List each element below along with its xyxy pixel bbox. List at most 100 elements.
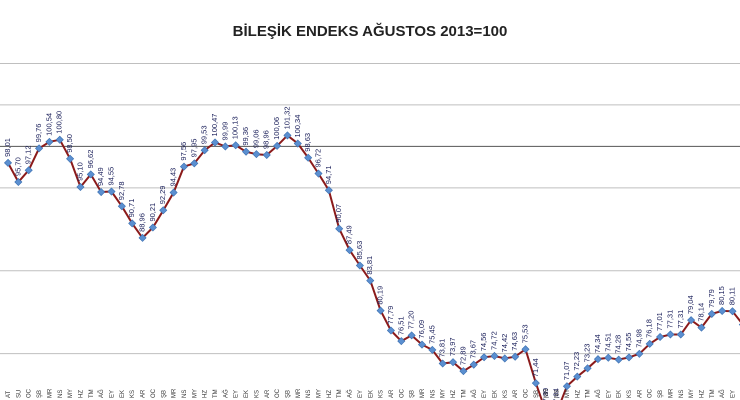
data-point [666, 330, 675, 339]
data-label: 101,32 [282, 106, 291, 129]
data-label: 92,29 [158, 186, 167, 205]
data-label: 74,55 [624, 333, 633, 352]
data-label: 90,71 [127, 199, 136, 218]
x-tick-label: EK [617, 390, 623, 398]
data-point [231, 141, 240, 150]
data-label: 76,18 [645, 319, 654, 338]
data-label: 99,76 [34, 124, 43, 143]
data-point [656, 332, 665, 341]
data-point [345, 246, 354, 255]
data-label: 95,70 [13, 157, 22, 176]
data-point [531, 379, 540, 388]
data-point [128, 219, 137, 228]
x-tick-label: OC [275, 388, 281, 398]
x-tick-label: SU [16, 390, 22, 398]
x-tick-label: EY [606, 390, 612, 398]
data-point [76, 182, 85, 192]
data-point [573, 372, 582, 381]
data-label: 99,36 [241, 127, 250, 146]
data-point [138, 233, 147, 242]
x-tick-label: MY [689, 389, 695, 398]
data-label: 100,06 [272, 117, 281, 140]
x-tick-label: EY [482, 390, 488, 398]
x-tick-label: ŞB [37, 390, 43, 398]
x-tick-label: MR [544, 388, 550, 398]
data-point [97, 188, 106, 197]
x-tick-label: HZ [78, 390, 84, 398]
x-tick-label: TM [89, 389, 95, 398]
data-label: 73,97 [448, 337, 457, 356]
x-tick-label: KS [379, 390, 385, 398]
data-point [179, 162, 188, 171]
x-tick-label: EK [244, 390, 250, 398]
x-tick-label: MY [192, 389, 198, 398]
data-point [511, 352, 520, 361]
data-label: 87,49 [345, 225, 354, 244]
x-tick-label: AR [265, 389, 271, 398]
x-tick-label: AR [389, 389, 395, 398]
x-tick-label: EK [368, 390, 374, 398]
data-point [521, 345, 530, 354]
x-tick-label: AT [6, 390, 12, 398]
data-markers [3, 131, 740, 391]
x-tick-label: MY [68, 389, 74, 398]
data-label: 74,42 [500, 334, 509, 353]
x-tick-label: AR [513, 389, 519, 398]
data-point [24, 166, 33, 175]
data-label: 97,56 [179, 142, 188, 161]
data-point [293, 139, 302, 148]
data-label: 73,67 [469, 340, 478, 359]
data-label: 77,01 [655, 312, 664, 331]
data-point [210, 138, 220, 147]
data-label: 98,50 [65, 134, 74, 153]
data-label: 77,31 [665, 310, 674, 329]
data-point [469, 360, 478, 369]
data-point [86, 170, 95, 179]
data-point [645, 339, 654, 348]
data-label: 97,95 [189, 139, 198, 158]
data-point [148, 223, 157, 232]
data-point [273, 141, 282, 150]
data-label: 99,99 [220, 122, 229, 141]
x-tick-label: ŞB [161, 390, 167, 398]
x-tick-label: AĞ [719, 389, 726, 398]
x-tick-label: TM [337, 389, 343, 398]
data-point [324, 186, 333, 195]
x-tick-label: NS [430, 390, 436, 398]
data-point [583, 364, 592, 373]
x-tick-label: OC [399, 388, 405, 398]
data-label: 67,89 [541, 388, 550, 400]
x-tick-label: HZ [451, 390, 457, 398]
x-tick-label: NS [555, 390, 561, 398]
data-label: 94,55 [107, 167, 116, 186]
data-label: 98,01 [3, 138, 12, 157]
data-point [697, 323, 706, 332]
data-point [397, 337, 406, 346]
data-label: 73,23 [583, 344, 592, 363]
data-label: 97,12 [24, 145, 33, 164]
data-label: 95,10 [75, 162, 84, 181]
x-tick-label: HZ [575, 390, 581, 398]
chart-title: BİLEŞİK ENDEKS AĞUSTOS 2013=100 [233, 22, 508, 40]
x-tick-label: AĞ [347, 389, 354, 398]
x-tick-label: ŞB [534, 390, 540, 398]
data-label: 79,04 [686, 295, 695, 314]
data-point [335, 224, 344, 233]
data-point [707, 309, 716, 318]
data-label: 78,14 [696, 303, 705, 322]
x-tick-label: HZ [203, 390, 209, 398]
data-point [604, 353, 613, 362]
x-tick-label: HZ [327, 390, 333, 398]
x-tick-label: OC [27, 388, 33, 398]
data-label: 72,23 [572, 352, 581, 371]
data-label: 74,98 [634, 329, 643, 348]
data-point [386, 326, 395, 335]
data-label: 76,09 [417, 320, 426, 339]
data-point [428, 345, 437, 354]
data-point [718, 306, 727, 315]
data-label: 74,28 [614, 335, 623, 354]
x-tick-label: AĞ [98, 389, 105, 398]
x-tick-label: MR [47, 388, 53, 398]
data-label: 80,15 [717, 286, 726, 305]
